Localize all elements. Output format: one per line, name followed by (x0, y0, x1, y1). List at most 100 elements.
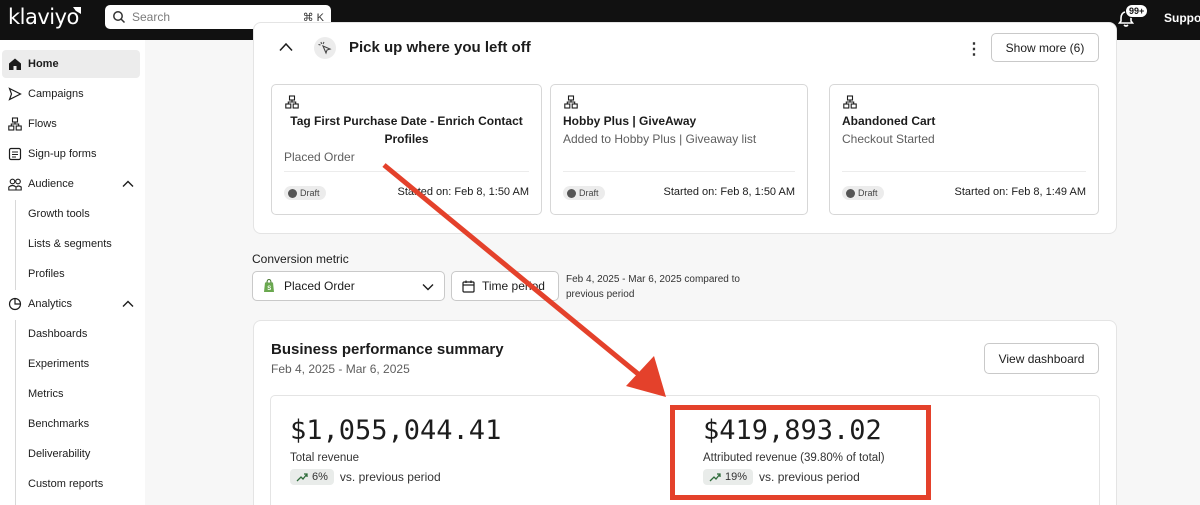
sidebar-item-home[interactable]: Home (2, 50, 140, 78)
draft-icon (288, 188, 297, 198)
search-icon (113, 11, 126, 24)
flow-subtitle: Checkout Started (842, 132, 935, 146)
date-range-text: Feb 4, 2025 - Mar 6, 2025 compared to pr… (566, 272, 740, 302)
flow-subtitle: Placed Order (284, 150, 355, 164)
total-revenue-value: $1,055,044.41 (290, 415, 502, 446)
chevron-down-icon (422, 284, 434, 291)
time-period-label: Time period (482, 279, 545, 293)
notification-badge: 99+ (1125, 4, 1149, 18)
show-more-button[interactable]: Show more (6) (991, 33, 1099, 62)
change-badge: 6% (290, 469, 334, 485)
sidebar-item-label: Audience (28, 178, 74, 190)
sidebar-item-experiments[interactable]: Experiments (28, 358, 90, 370)
conversion-metric-label: Conversion metric (252, 252, 349, 266)
sidebar-item-custom-reports[interactable]: Custom reports (28, 478, 104, 490)
sidebar-item-signup-forms[interactable]: Sign-up forms (2, 140, 140, 168)
send-icon (8, 87, 22, 101)
sidebar-item-label: Home (28, 58, 59, 70)
date-range-line-2: previous period (566, 289, 635, 300)
status-label: Draft (858, 188, 878, 198)
sidebar-item-label: Flows (28, 118, 57, 130)
flow-card[interactable]: Hobby Plus | GiveAway Added to Hobby Plu… (550, 84, 808, 215)
divider (563, 171, 795, 172)
flow-icon (564, 95, 578, 109)
metric-value: Placed Order (284, 279, 355, 293)
flow-icon (8, 117, 22, 131)
performance-summary-card: Business performance summary Feb 4, 2025… (253, 320, 1117, 505)
attributed-revenue-value: $419,893.02 (703, 415, 882, 446)
sidebar-item-audience[interactable]: Audience (2, 170, 140, 198)
trend-up-icon (709, 473, 721, 482)
home-icon (9, 58, 21, 70)
search-shortcut: ⌘ K (302, 11, 324, 24)
divider (284, 171, 529, 172)
pickup-icon-bg (314, 37, 336, 59)
chevron-up-icon[interactable] (279, 42, 293, 52)
calendar-icon (462, 280, 475, 293)
sidebar-item-analytics[interactable]: Analytics (2, 290, 140, 318)
pickup-card: Pick up where you left off ⋮ Show more (… (253, 22, 1117, 234)
date-range-line-1: Feb 4, 2025 - Mar 6, 2025 compared to (566, 274, 740, 285)
pickup-title: Pick up where you left off (349, 39, 531, 56)
total-revenue-label: Total revenue (290, 452, 360, 464)
support-link[interactable]: Support (1164, 11, 1200, 25)
flow-icon (843, 95, 857, 109)
sidebar-item-lists-segments[interactable]: Lists & segments (28, 238, 112, 250)
chevron-up-icon[interactable] (122, 299, 134, 309)
started-date: Started on: Feb 8, 1:49 AM (954, 186, 1086, 198)
klaviyo-logo[interactable]: klaviyo (8, 5, 79, 29)
draft-icon (567, 188, 576, 198)
change-suffix: vs. previous period (759, 470, 860, 484)
shopify-icon: S (264, 279, 274, 292)
sidebar-item-metrics[interactable]: Metrics (28, 388, 64, 400)
sidebar-item-flows[interactable]: Flows (2, 110, 140, 138)
form-icon (8, 147, 22, 161)
search-placeholder: Search (132, 10, 171, 24)
pie-chart-icon (8, 297, 22, 311)
conversion-metric-select[interactable]: S Placed Order (252, 271, 445, 301)
view-dashboard-button[interactable]: View dashboard (984, 343, 1099, 374)
change-value: 6% (312, 471, 328, 483)
status-badge: Draft (842, 186, 884, 200)
status-label: Draft (579, 188, 599, 198)
flow-title: Abandoned Cart (842, 114, 936, 128)
flow-card[interactable]: Abandoned Cart Checkout Started Draft St… (829, 84, 1099, 215)
started-date: Started on: Feb 8, 1:50 AM (397, 186, 529, 198)
sidebar-item-deliverability[interactable]: Deliverability (28, 448, 91, 460)
trend-up-icon (296, 473, 308, 482)
sidebar-item-dashboards[interactable]: Dashboards (28, 328, 88, 340)
sidebar-item-label: Campaigns (28, 88, 84, 100)
cursor-click-icon (318, 41, 332, 55)
divider (842, 171, 1086, 172)
change-badge: 19% (703, 469, 754, 485)
status-badge: Draft (563, 186, 605, 200)
sidebar-item-campaigns[interactable]: Campaigns (2, 80, 140, 108)
status-badge: Draft (284, 186, 326, 200)
started-date: Started on: Feb 8, 1:50 AM (663, 186, 795, 198)
chevron-up-icon[interactable] (122, 179, 134, 189)
draft-icon (846, 188, 855, 198)
change-value: 19% (725, 471, 748, 483)
more-options-icon[interactable]: ⋮ (966, 41, 982, 58)
status-label: Draft (300, 188, 320, 198)
sidebar-item-benchmarks[interactable]: Benchmarks (28, 418, 90, 430)
people-icon (8, 178, 22, 191)
sidebar-item-label: Analytics (28, 298, 73, 310)
total-change-row: 6% vs. previous period (290, 469, 441, 485)
svg-text:S: S (267, 286, 271, 292)
flow-icon (285, 95, 299, 109)
sidebar-item-profiles[interactable]: Profiles (28, 268, 65, 280)
tree-line (15, 200, 16, 290)
time-period-button[interactable]: Time period (451, 271, 559, 301)
summary-title: Business performance summary (271, 341, 504, 358)
flow-card[interactable]: Tag First Purchase Date - Enrich Contact… (271, 84, 542, 215)
flow-title: Tag First Purchase Date - Enrich Contact… (290, 114, 523, 146)
sidebar: Home Campaigns Flows Sign-up forms Audie… (0, 40, 145, 505)
flow-title: Hobby Plus | GiveAway (563, 114, 697, 128)
flow-subtitle: Added to Hobby Plus | Giveaway list (563, 132, 757, 146)
sidebar-item-growth-tools[interactable]: Growth tools (28, 208, 90, 220)
attributed-revenue-label: Attributed revenue (39.80% of total) (703, 452, 885, 464)
logo-flag-icon (73, 7, 81, 14)
summary-date: Feb 4, 2025 - Mar 6, 2025 (271, 362, 410, 376)
change-suffix: vs. previous period (339, 470, 441, 484)
